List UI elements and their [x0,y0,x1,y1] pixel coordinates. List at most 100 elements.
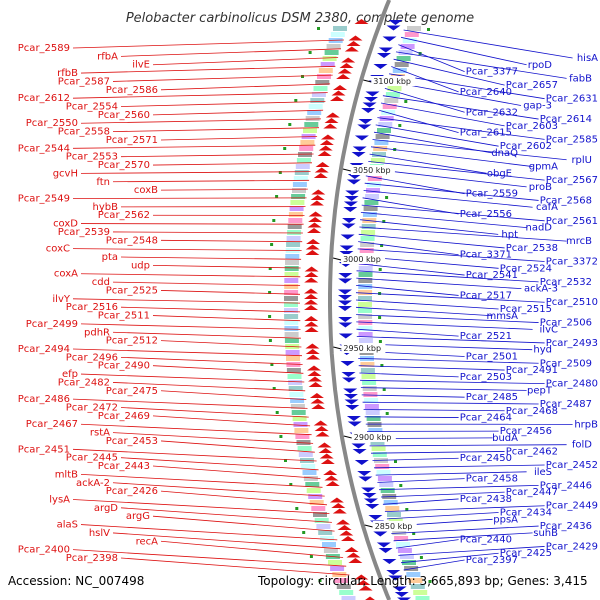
gene-label-forward: Pcar_2544 [18,143,70,154]
forward-feature-block [297,446,312,451]
forward-feature-block [291,194,306,199]
forward-feature-block [284,338,299,343]
gc-tick [385,412,389,415]
forward-gene-arrow [317,442,332,448]
forward-feature-block [309,500,324,505]
gene-label-forward: ftn [96,177,110,188]
gene-label-forward: Pcar_2511 [98,311,150,322]
gene-label-reverse: Pcar_2515 [500,304,552,315]
gene-label-forward: alaS [57,520,78,531]
forward-feature-block [333,26,347,31]
forward-feature-block [285,254,300,259]
leader-line-forward [112,532,341,550]
leader-line-forward [152,264,301,269]
gene-label-forward: Pcar_2472 [66,403,118,414]
forward-gene-arrow [305,250,320,255]
leader-line-reverse [380,102,505,127]
forward-feature-block [310,98,325,103]
leader-line-reverse [359,226,567,242]
reverse-feature-block [408,578,423,583]
forward-feature-block [305,116,320,121]
leader-line-reverse [378,109,459,134]
leader-line-forward [160,83,331,91]
reverse-feature-block [375,134,390,139]
leader-line-forward [160,490,328,506]
leader-line-reverse [382,498,459,505]
forward-gene-arrow [339,63,354,68]
gene-label-forward: Pcar_2398 [66,553,118,564]
forward-feature-block [286,242,301,247]
scale-tick [332,257,342,261]
gene-label-reverse: obgE [487,168,512,179]
forward-gene-arrow [320,459,335,464]
leader-line-reverse [362,197,459,215]
gc-tick [382,388,386,391]
forward-gene-arrow [307,371,322,376]
leader-line-reverse [369,153,487,174]
forward-feature-block [284,314,299,319]
forward-gene-arrow [333,85,347,90]
gene-label-reverse: mrcB [566,236,592,247]
reverse-gene-arrow [343,394,358,399]
leader-line-forward [152,415,311,427]
leader-line-forward [160,136,318,141]
leader-line-forward [112,382,306,392]
gene-label-reverse: fabB [569,73,592,84]
forward-feature-block [313,512,327,517]
leader-line-forward [72,348,303,357]
reverse-gene-arrow [368,515,383,520]
reverse-gene-arrow [358,476,373,482]
forward-feature-block [307,110,322,115]
leader-line-reverse [356,336,545,344]
gene-label-forward: pta [102,252,118,263]
reverse-gene-arrow [339,245,354,251]
gene-label-reverse: Pcar_2425 [500,548,552,559]
reverse-gene-arrow [341,372,356,377]
reverse-feature-block [378,122,393,127]
forward-feature-block [318,68,333,73]
leader-line-forward [72,448,317,462]
gc-tick [405,508,409,511]
gene-label-reverse: Pcar_3371 [460,250,512,261]
forward-feature-block [320,536,335,541]
reverse-feature-block [375,464,390,469]
forward-feature-block [284,272,299,277]
genome-title: Pelobacter carbinolicus DSM 2380, comple… [126,11,474,26]
leader-line-forward [80,223,304,225]
reverse-gene-arrow [377,53,391,58]
accession-label: Accession: NC_007498 [8,574,144,588]
reverse-gene-arrow [347,174,362,179]
reverse-feature-block [358,326,373,331]
reverse-feature-block [374,140,389,145]
reverse-feature-block [392,68,407,73]
reverse-gene-arrow [362,493,377,498]
leader-line-forward [72,144,316,149]
forward-gene-arrow [304,277,319,283]
reverse-feature-block [361,230,376,235]
forward-gene-arrow [365,596,375,600]
leader-line-reverse [361,204,545,222]
gene-label-reverse: Pcar_2559 [466,189,518,200]
reverse-feature-block [413,590,428,595]
leader-line-reverse [360,219,499,235]
gene-label-forward: Pcar_2467 [26,419,78,430]
gc-tick [278,171,282,174]
leader-line-forward [160,188,308,191]
leader-line-reverse [356,277,522,290]
reverse-gene-arrow [338,322,353,328]
scale-label: 3100 kbp [373,77,411,86]
reverse-gene-arrow [347,421,362,427]
leader-line-forward [120,407,309,418]
gene-label-forward: lysA [49,494,70,505]
reverse-gene-arrow [342,218,357,223]
reverse-gene-arrow [345,190,360,196]
forward-gene-arrow [304,321,319,327]
forward-gene-arrow [306,239,321,244]
gene-label-reverse: pepT [527,385,553,396]
forward-feature-block [336,584,351,589]
leader-line-reverse [384,88,465,113]
reverse-feature-block [363,206,378,211]
scale-label-bg [372,521,417,531]
reverse-feature-block [387,512,401,517]
